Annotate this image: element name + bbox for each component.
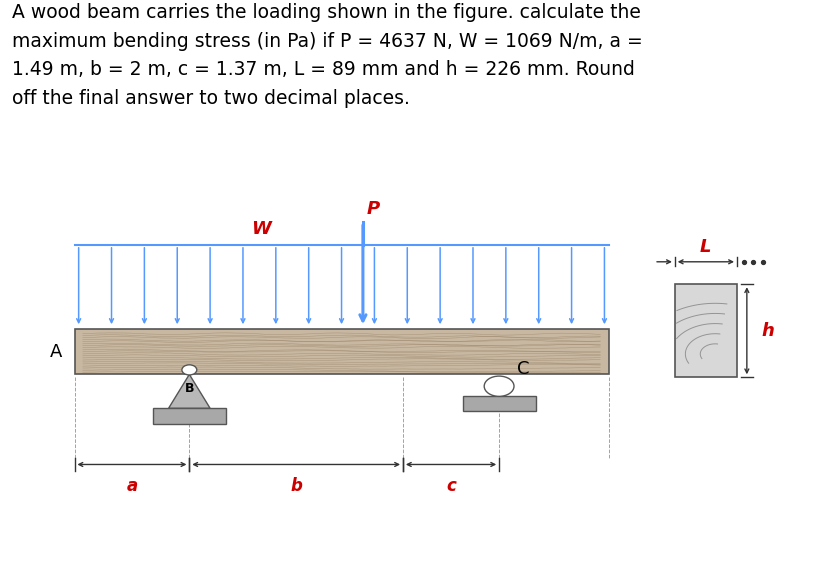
Text: h: h xyxy=(761,322,774,339)
Text: c: c xyxy=(446,477,456,495)
Text: a: a xyxy=(127,477,137,495)
Bar xyxy=(462,396,535,411)
Text: C: C xyxy=(517,360,529,378)
Circle shape xyxy=(182,365,197,375)
Bar xyxy=(74,329,608,374)
Text: b: b xyxy=(290,477,302,495)
Bar xyxy=(674,284,736,377)
Polygon shape xyxy=(169,374,210,408)
Text: P: P xyxy=(366,200,380,218)
Circle shape xyxy=(484,376,514,396)
Text: B: B xyxy=(184,382,194,395)
Text: A wood beam carries the loading shown in the figure. calculate the
maximum bendi: A wood beam carries the loading shown in… xyxy=(12,3,643,108)
Text: A: A xyxy=(50,343,62,361)
Text: W: W xyxy=(251,220,271,238)
Bar xyxy=(153,408,226,424)
Text: L: L xyxy=(700,238,710,256)
